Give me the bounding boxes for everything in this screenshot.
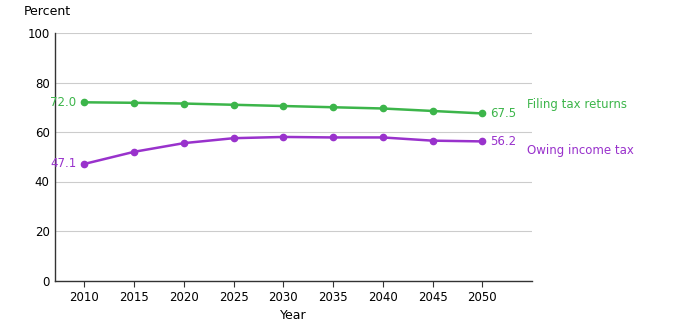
Text: 47.1: 47.1 <box>50 157 76 170</box>
Text: Filing tax returns: Filing tax returns <box>527 98 627 111</box>
Text: 72.0: 72.0 <box>50 96 76 109</box>
Text: 67.5: 67.5 <box>490 107 516 120</box>
Text: 56.2: 56.2 <box>490 135 516 148</box>
X-axis label: Year: Year <box>280 310 307 322</box>
Text: Percent: Percent <box>23 5 71 18</box>
Text: Owing income tax: Owing income tax <box>527 144 634 156</box>
